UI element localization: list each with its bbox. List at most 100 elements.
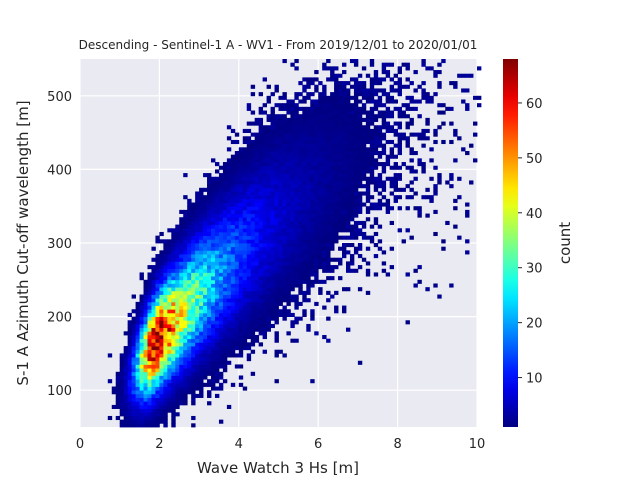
- heatmap-cell: [441, 121, 446, 126]
- heatmap-cell: [286, 184, 291, 189]
- heatmap-cell: [365, 110, 371, 115]
- heatmap-cell: [302, 176, 307, 181]
- heatmap-cell: [147, 382, 152, 387]
- heatmap-cell: [187, 312, 192, 317]
- heatmap-cell: [207, 250, 212, 255]
- heatmap-cell: [262, 224, 267, 229]
- heatmap-cell: [214, 184, 220, 189]
- heatmap-cell: [242, 268, 248, 273]
- heatmap-cell: [207, 338, 212, 343]
- heatmap-cell: [282, 228, 287, 233]
- heatmap-cell: [139, 408, 144, 413]
- heatmap-cell: [365, 88, 371, 93]
- heatmap-cell: [159, 364, 164, 369]
- heatmap-cell: [123, 390, 129, 395]
- heatmap-cell: [199, 353, 204, 358]
- heatmap-cell: [211, 220, 216, 225]
- heatmap-cell: [262, 298, 267, 303]
- heatmap-cell: [199, 206, 204, 211]
- heatmap-cell: [345, 206, 351, 211]
- heatmap-cell: [306, 224, 311, 229]
- heatmap-cell: [365, 272, 371, 277]
- heatmap-cell: [195, 290, 200, 295]
- heatmap-cell: [222, 217, 228, 222]
- heatmap-cell: [191, 349, 196, 354]
- heatmap-cell: [119, 375, 125, 380]
- heatmap-cell: [203, 335, 208, 340]
- heatmap-cell: [262, 187, 267, 192]
- heatmap-cell: [282, 114, 287, 119]
- heatmap-cell: [258, 342, 264, 347]
- heatmap-cell: [167, 360, 172, 365]
- heatmap-cell: [143, 390, 148, 395]
- heatmap-cell: [242, 265, 248, 270]
- heatmap-cell: [345, 243, 351, 248]
- heatmap-cell: [226, 320, 232, 325]
- heatmap-cell: [274, 206, 279, 211]
- heatmap-cell: [234, 353, 240, 358]
- heatmap-cell: [143, 327, 148, 332]
- heatmap-cell: [326, 77, 331, 82]
- heatmap-cell: [262, 217, 267, 222]
- heatmap-cell: [175, 257, 180, 262]
- heatmap-cell: [234, 198, 240, 203]
- heatmap-cell: [282, 235, 287, 240]
- heatmap-cell: [246, 121, 252, 126]
- heatmap-cell: [258, 209, 264, 214]
- heatmap-cell: [226, 191, 232, 196]
- heatmap-cell: [218, 364, 224, 369]
- heatmap-cell: [230, 198, 236, 203]
- heatmap-cell: [357, 165, 363, 170]
- heatmap-cell: [250, 92, 256, 97]
- heatmap-cell: [310, 213, 315, 218]
- heatmap-cell: [290, 125, 295, 130]
- heatmap-cell: [318, 95, 323, 100]
- heatmap-cell: [147, 283, 152, 288]
- heatmap-cell: [246, 158, 252, 163]
- heatmap-cell: [302, 139, 307, 145]
- heatmap-cell: [159, 276, 164, 281]
- heatmap-cell: [294, 128, 299, 133]
- heatmap-cell: [214, 368, 220, 373]
- heatmap-cell: [234, 151, 240, 156]
- heatmap-cell: [187, 228, 192, 233]
- heatmap-cell: [310, 151, 315, 156]
- heatmap-cell: [274, 272, 279, 277]
- heatmap-cell: [171, 272, 176, 277]
- heatmap-cell: [151, 390, 156, 395]
- heatmap-cell: [163, 261, 168, 266]
- heatmap-cell: [199, 239, 204, 244]
- heatmap-cell: [199, 213, 204, 218]
- heatmap-cell: [342, 184, 347, 189]
- heatmap-cell: [290, 298, 295, 303]
- heatmap-cell: [191, 276, 196, 281]
- heatmap-cell: [290, 165, 295, 170]
- heatmap-cell: [207, 301, 212, 306]
- heatmap-cell: [211, 312, 216, 317]
- heatmap-cell: [211, 250, 216, 255]
- heatmap-cell: [274, 195, 279, 200]
- heatmap-cell: [242, 165, 248, 170]
- heatmap-cell: [262, 147, 267, 152]
- heatmap-cell: [369, 132, 375, 137]
- heatmap-cell: [330, 187, 335, 192]
- heatmap-cell: [357, 143, 363, 148]
- heatmap-cell: [322, 143, 327, 148]
- heatmap-cell: [278, 184, 283, 189]
- heatmap-cell: [234, 239, 240, 244]
- heatmap-cell: [338, 117, 343, 122]
- heatmap-cell: [326, 246, 331, 251]
- heatmap-cell: [353, 220, 359, 225]
- heatmap-cell: [238, 375, 244, 380]
- heatmap-cell: [218, 239, 224, 244]
- heatmap-cell: [135, 371, 140, 376]
- heatmap-cell: [171, 335, 176, 340]
- heatmap-cell: [226, 279, 232, 284]
- heatmap-cell: [258, 309, 264, 314]
- heatmap-cell: [389, 180, 395, 185]
- heatmap-cell: [286, 261, 291, 266]
- heatmap-cell: [274, 379, 279, 384]
- heatmap-cell: [214, 246, 220, 251]
- heatmap-cell: [242, 301, 248, 306]
- heatmap-cell: [155, 268, 160, 273]
